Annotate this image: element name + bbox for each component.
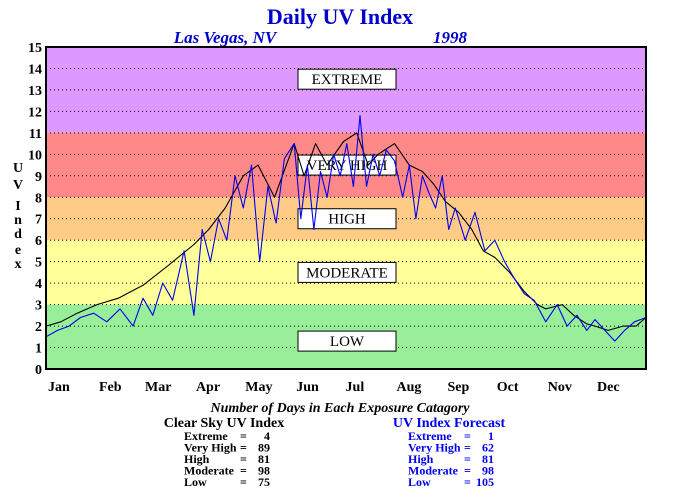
- chart-year: 1998: [433, 28, 468, 47]
- band-label: MODERATE: [306, 265, 388, 281]
- band-label: HIGH: [328, 212, 366, 228]
- category-row-label: Very High: [408, 441, 461, 455]
- category-row-value: 4: [264, 429, 270, 443]
- category-row-value: 81: [258, 452, 270, 466]
- category-row-equals: =: [240, 429, 247, 443]
- category-row-equals: =: [240, 441, 247, 455]
- categories-caption: Number of Days in Each Exposure Catagory: [209, 401, 470, 416]
- chart-location: Las Vegas, NV: [173, 28, 278, 47]
- x-tick-label: Dec: [597, 380, 620, 395]
- x-tick-label: Oct: [497, 380, 519, 395]
- y-axis-label-letter: d: [14, 227, 22, 242]
- category-row-equals: =: [240, 452, 247, 466]
- category-row-label: High: [408, 452, 434, 466]
- category-row-equals: =: [464, 464, 471, 478]
- category-row-label: Low: [184, 475, 207, 489]
- band-label-box: [297, 261, 397, 283]
- x-tick-label: Sep: [447, 380, 469, 395]
- x-tick-label: Nov: [548, 380, 572, 395]
- category-row-equals: =: [240, 464, 247, 478]
- category-row-label: Moderate: [184, 464, 235, 478]
- x-tick-labels: Jan Feb Mar Apr May Jun Jul Aug Sep Oct Nov Dec: [48, 380, 620, 395]
- band-label: EXTREME: [312, 72, 383, 88]
- y-axis-label-letter: U: [13, 161, 23, 176]
- y-tick-label: 11: [29, 127, 42, 142]
- x-tick-label: Mar: [145, 380, 171, 395]
- category-row-value: 75: [258, 475, 270, 489]
- x-tick-label: Jul: [346, 380, 365, 395]
- x-tick-label: Jan: [48, 380, 70, 395]
- x-tick-label: Feb: [99, 380, 122, 395]
- data-series: [45, 115, 647, 342]
- chart-title: Daily UV Index: [267, 4, 413, 29]
- category-row-label: Low: [408, 475, 431, 489]
- band-label: LOW: [330, 334, 365, 350]
- category-row-value: 62: [482, 441, 494, 455]
- category-row-value: 98: [258, 464, 270, 478]
- y-tick-label: 5: [35, 256, 42, 271]
- clear-sky-series-line: [45, 132, 647, 331]
- x-tick-label: May: [245, 380, 272, 395]
- y-axis-label-letter: V: [13, 178, 23, 193]
- band-label-box: [297, 208, 397, 230]
- category-row-equals: =: [240, 475, 247, 489]
- y-tick-label: 15: [28, 41, 42, 56]
- category-row-equals: =: [464, 452, 471, 466]
- y-tick-label: 2: [35, 320, 42, 335]
- y-axis-label-letter: e: [15, 243, 21, 258]
- plot-frame: [45, 46, 647, 370]
- x-tick-label: Aug: [396, 380, 421, 395]
- forecast-series-line: [45, 115, 647, 342]
- y-tick-label: 9: [35, 170, 42, 185]
- category-row-equals: =: [464, 429, 471, 443]
- x-tick-label: Jun: [296, 380, 319, 395]
- y-tick-label: 8: [35, 191, 42, 206]
- category-row-value: 105: [476, 475, 494, 489]
- category-row-equals: =: [464, 475, 471, 489]
- band-label-box: [297, 330, 397, 352]
- y-tick-label: 3: [35, 299, 42, 314]
- y-tick-label: 4: [35, 277, 42, 292]
- category-block-title: UV Index Forecast: [393, 416, 506, 431]
- category-row-value: 81: [482, 452, 494, 466]
- category-row-value: 89: [258, 441, 270, 455]
- category-row-label: Very High: [184, 441, 237, 455]
- category-row-label: Extreme: [408, 429, 452, 443]
- y-axis-label-letter: x: [15, 257, 22, 272]
- y-tick-label: 7: [35, 213, 42, 228]
- band-label-box: [297, 68, 397, 90]
- category-row-value: 1: [488, 429, 494, 443]
- category-row-label: High: [184, 452, 210, 466]
- exposure-bands: [46, 47, 646, 369]
- category-block-title: Clear Sky UV Index: [164, 416, 284, 431]
- category-row-label: Moderate: [408, 464, 459, 478]
- category-row-label: Extreme: [184, 429, 228, 443]
- y-tick-label: 13: [28, 84, 42, 99]
- y-tick-label: 14: [28, 62, 42, 77]
- y-tick-label: 12: [28, 105, 42, 120]
- y-tick-label: 1: [35, 342, 42, 357]
- y-tick-label: 0: [35, 363, 42, 378]
- category-row-value: 98: [482, 464, 494, 478]
- y-tick-label: 6: [35, 234, 42, 249]
- y-tick-label: 10: [28, 148, 42, 163]
- y-axis-label-letter: I: [15, 199, 20, 214]
- y-axis-label-letter: n: [14, 213, 22, 228]
- x-tick-label: Apr: [196, 380, 220, 395]
- category-row-equals: =: [464, 441, 471, 455]
